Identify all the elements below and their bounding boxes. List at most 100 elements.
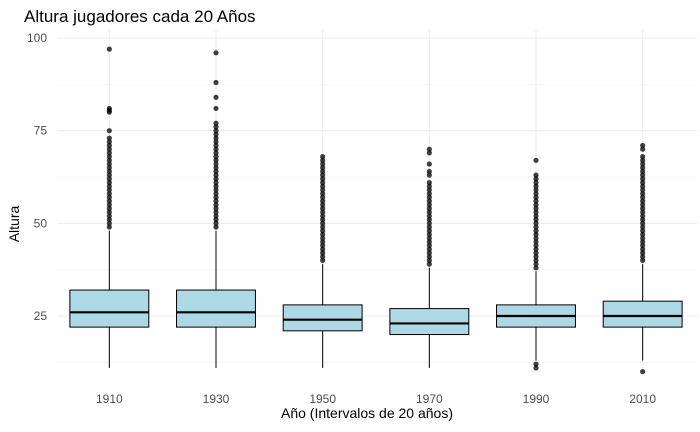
outlier-point [533,239,539,245]
outlier-point [640,217,646,223]
outlier-point [426,202,432,208]
outlier-point [533,228,539,234]
outlier-point [640,242,646,249]
outlier-point [640,209,646,215]
outlier-point [213,161,219,167]
outlier-point [106,220,112,226]
outlier-point [533,261,539,267]
box-1970 [389,146,470,368]
outlier-point [213,150,219,156]
outlier-point [320,209,326,215]
outlier-point [533,187,539,193]
outlier-point [533,231,539,238]
outlier-point [640,179,646,186]
box-body [282,304,363,332]
outlier-point [640,231,646,238]
outlier-point [320,172,326,178]
outlier-point [213,198,219,204]
outlier-point [426,161,432,167]
outlier-point [213,165,219,171]
boxes [69,46,683,375]
y-tick-label: 75 [34,124,48,138]
outlier-point [213,124,219,130]
outlier-point [533,365,539,371]
outlier-point [320,165,326,171]
outlier-point [426,242,432,249]
outlier-point [106,105,112,112]
outlier-point [213,209,219,215]
outlier-point [533,176,539,182]
outlier-point [426,228,432,234]
box-body [69,289,150,328]
outlier-point [640,187,646,193]
outlier-point [533,250,539,256]
outlier-point [426,150,432,156]
outlier-point [213,128,219,134]
outlier-point [213,172,219,178]
outlier-point [640,198,646,204]
outlier-point [320,168,326,175]
outlier-point [213,146,219,152]
outlier-point [426,231,432,238]
outlier-point [106,135,112,141]
outlier-point [106,157,112,163]
outlier-point [533,179,539,186]
outlier-point [106,165,112,171]
outlier-point [213,179,219,186]
outlier-point [640,168,646,175]
outlier-point [426,246,432,252]
outlier-point [213,131,219,137]
outlier-point [106,154,112,160]
outlier-point [426,191,432,197]
outlier-point [106,179,112,186]
outlier-point [106,213,112,219]
outlier-point [640,239,646,245]
outlier-point [106,191,112,197]
x-tick-label: 1950 [309,392,336,406]
outlier-point [213,183,219,189]
outlier-point [213,213,219,219]
outlier-point [533,183,539,189]
outlier-point [426,209,432,215]
outlier-point [426,220,432,226]
outlier-point [533,242,539,249]
outlier-point [106,46,112,52]
outlier-point [640,191,646,197]
outlier-point [533,235,539,241]
outlier-point [426,194,432,200]
outlier-point [106,194,112,200]
outlier-point [640,250,646,256]
outlier-point [640,246,646,252]
outlier-point [320,242,326,249]
outlier-point [320,157,326,163]
outlier-point [106,183,112,189]
outlier-point [213,202,219,208]
outlier-point [106,205,112,212]
outlier-point [213,154,219,160]
outlier-point [320,246,326,252]
outlier-point [533,209,539,215]
outlier-point [106,217,112,223]
outlier-point [320,176,326,182]
outlier-point [533,220,539,226]
outlier-point [640,213,646,219]
outlier-point [106,146,112,152]
outlier-point [106,202,112,208]
outlier-point [640,220,646,226]
outlier-point [533,202,539,208]
outlier-point [320,161,326,167]
outlier-point [640,146,646,152]
outlier-point [426,261,432,267]
outlier-point [320,213,326,219]
outlier-point [213,220,219,226]
outlier-point [426,213,432,219]
outlier-point [533,361,539,367]
outlier-point [106,172,112,178]
outlier-point [640,205,646,212]
outlier-point [533,246,539,252]
outlier-point [320,187,326,193]
outlier-point [320,198,326,204]
outlier-point [533,224,539,230]
outlier-point [320,224,326,230]
